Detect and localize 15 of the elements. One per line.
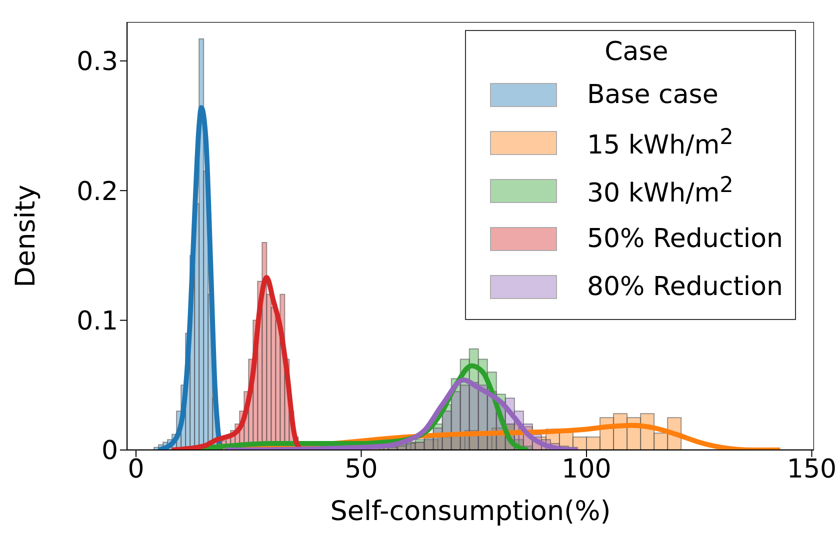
x-tick-label: 150 xyxy=(786,454,837,484)
legend-title: Case xyxy=(604,37,670,67)
y-axis-title: Density xyxy=(10,184,42,288)
y-tick-label: 0.3 xyxy=(76,47,118,78)
legend-label: Base case xyxy=(586,80,718,110)
y-tick-label: 0.1 xyxy=(76,306,118,337)
legend-label: 50% Reduction xyxy=(586,224,783,254)
y-tick-label: 0.2 xyxy=(76,176,118,207)
x-axis-title: Self-consumption(%) xyxy=(330,496,611,527)
x-tick-label: 50 xyxy=(344,454,378,484)
legend-label: 30 kWh/m$^{2}$ xyxy=(586,173,734,209)
x-tick-label: 100 xyxy=(562,454,612,484)
legend-label: 80% Reduction xyxy=(586,272,783,302)
legend-label: 15 kWh/m$^{2}$ xyxy=(586,125,734,161)
x-tick-label: 0 xyxy=(128,454,144,484)
